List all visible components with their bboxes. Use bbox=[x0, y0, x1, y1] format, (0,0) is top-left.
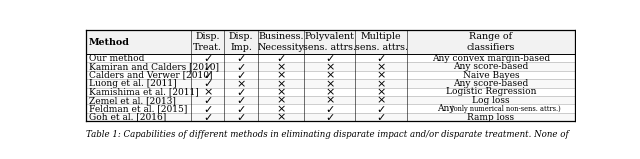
Text: $\checkmark$: $\checkmark$ bbox=[203, 53, 212, 63]
Text: $\checkmark$: $\checkmark$ bbox=[376, 112, 386, 122]
Text: Kamiran and Calders [2010]: Kamiran and Calders [2010] bbox=[89, 62, 219, 71]
Text: Calders and Verwer [2010]: Calders and Verwer [2010] bbox=[89, 70, 212, 80]
Text: $\times$: $\times$ bbox=[276, 78, 285, 89]
Text: Polyvalent
sens. attrs.: Polyvalent sens. attrs. bbox=[303, 32, 356, 52]
Text: $\times$: $\times$ bbox=[325, 69, 335, 80]
Text: $\times$: $\times$ bbox=[276, 61, 285, 72]
Bar bbox=[86, 71, 575, 79]
Text: $\times$: $\times$ bbox=[325, 95, 335, 106]
Text: Feldman et al. [2015]: Feldman et al. [2015] bbox=[89, 104, 188, 113]
Bar bbox=[86, 79, 575, 88]
Text: (only numerical non-sens. attrs.): (only numerical non-sens. attrs.) bbox=[451, 105, 561, 113]
Bar bbox=[86, 104, 575, 113]
Text: $\checkmark$: $\checkmark$ bbox=[203, 78, 212, 88]
Bar bbox=[86, 30, 575, 54]
Text: Ramp loss: Ramp loss bbox=[467, 113, 515, 122]
Bar bbox=[86, 62, 575, 71]
Text: $\checkmark$: $\checkmark$ bbox=[325, 53, 335, 63]
Text: Any: Any bbox=[437, 104, 454, 113]
Text: Our method: Our method bbox=[89, 54, 144, 63]
Text: Table 1: Capabilities of different methods in eliminating disparate impact and/o: Table 1: Capabilities of different metho… bbox=[86, 130, 569, 139]
Bar bbox=[86, 54, 575, 62]
Bar bbox=[86, 30, 575, 121]
Text: Business.
Necessity: Business. Necessity bbox=[257, 32, 304, 52]
Text: Disp.
Treat.: Disp. Treat. bbox=[193, 32, 222, 52]
Text: $\times$: $\times$ bbox=[276, 103, 285, 114]
Text: $\times$: $\times$ bbox=[276, 112, 285, 123]
Text: $\times$: $\times$ bbox=[325, 61, 335, 72]
Text: $\checkmark$: $\checkmark$ bbox=[203, 112, 212, 122]
Text: $\times$: $\times$ bbox=[236, 78, 246, 89]
Text: $\times$: $\times$ bbox=[376, 78, 386, 89]
Text: Zemel et al. [2013]: Zemel et al. [2013] bbox=[89, 96, 176, 105]
Text: $\times$: $\times$ bbox=[203, 86, 212, 97]
Text: $\checkmark$: $\checkmark$ bbox=[236, 104, 246, 114]
Text: $\times$: $\times$ bbox=[276, 86, 285, 97]
Text: $\times$: $\times$ bbox=[376, 95, 386, 106]
Text: $\checkmark$: $\checkmark$ bbox=[203, 104, 212, 114]
Text: $\checkmark$: $\checkmark$ bbox=[236, 95, 246, 105]
Bar bbox=[86, 96, 575, 104]
Text: $\checkmark$: $\checkmark$ bbox=[376, 104, 386, 114]
Text: $\checkmark$: $\checkmark$ bbox=[203, 70, 212, 80]
Text: $\checkmark$: $\checkmark$ bbox=[325, 104, 335, 114]
Text: $\times$: $\times$ bbox=[376, 61, 386, 72]
Text: Any convex margin-based: Any convex margin-based bbox=[432, 54, 550, 63]
Text: Goh et al. [2016]: Goh et al. [2016] bbox=[89, 113, 166, 122]
Text: $\checkmark$: $\checkmark$ bbox=[236, 112, 246, 122]
Text: $\checkmark$: $\checkmark$ bbox=[376, 53, 386, 63]
Text: $\times$: $\times$ bbox=[276, 69, 285, 80]
Text: Any score-based: Any score-based bbox=[453, 79, 529, 88]
Text: $\times$: $\times$ bbox=[325, 86, 335, 97]
Text: Logistic Regression: Logistic Regression bbox=[445, 87, 536, 96]
Text: Any score-based: Any score-based bbox=[453, 62, 529, 71]
Text: $\times$: $\times$ bbox=[325, 78, 335, 89]
Text: $\checkmark$: $\checkmark$ bbox=[236, 87, 246, 97]
Text: Range of
classifiers: Range of classifiers bbox=[467, 32, 515, 52]
Text: $\times$: $\times$ bbox=[376, 86, 386, 97]
Text: $\checkmark$: $\checkmark$ bbox=[203, 95, 212, 105]
Text: Method: Method bbox=[89, 38, 130, 47]
Text: Luong et al. [2011]: Luong et al. [2011] bbox=[89, 79, 177, 88]
Text: Naive Bayes: Naive Bayes bbox=[463, 70, 519, 80]
Text: Multiple
sens. attrs.: Multiple sens. attrs. bbox=[355, 32, 408, 52]
Text: Log loss: Log loss bbox=[472, 96, 509, 105]
Text: $\checkmark$: $\checkmark$ bbox=[276, 53, 285, 63]
Text: $\checkmark$: $\checkmark$ bbox=[236, 70, 246, 80]
Text: Disp.
Imp.: Disp. Imp. bbox=[228, 32, 253, 52]
Text: $\times$: $\times$ bbox=[276, 95, 285, 106]
Text: $\checkmark$: $\checkmark$ bbox=[203, 62, 212, 72]
Text: $\times$: $\times$ bbox=[376, 69, 386, 80]
Text: $\checkmark$: $\checkmark$ bbox=[236, 62, 246, 72]
Bar bbox=[86, 88, 575, 96]
Text: Kamishima et al. [2011]: Kamishima et al. [2011] bbox=[89, 87, 198, 96]
Bar bbox=[86, 113, 575, 121]
Text: $\checkmark$: $\checkmark$ bbox=[325, 112, 335, 122]
Text: $\checkmark$: $\checkmark$ bbox=[236, 53, 246, 63]
